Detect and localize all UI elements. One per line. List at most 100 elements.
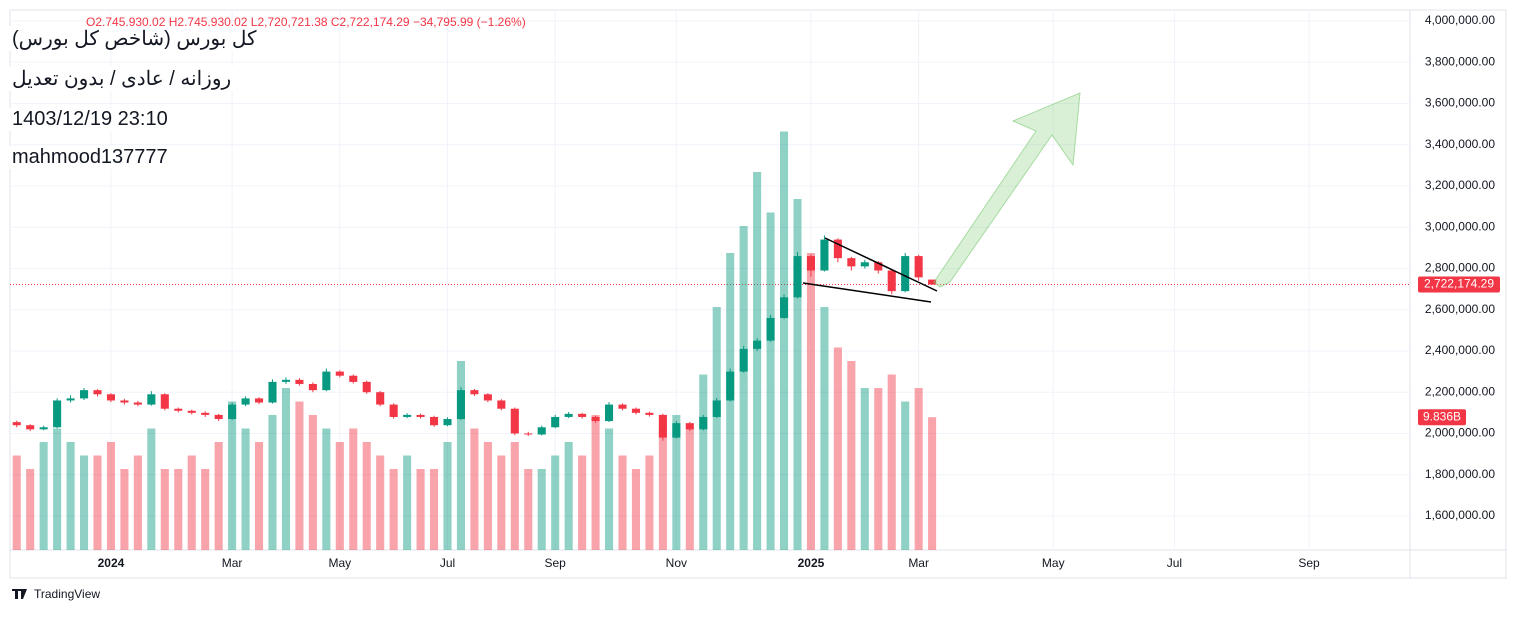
candle-body bbox=[39, 427, 48, 430]
candle-body bbox=[887, 270, 896, 292]
wedge-upper bbox=[824, 237, 938, 292]
volume-bar bbox=[605, 428, 614, 550]
candle-body bbox=[739, 348, 748, 372]
volume-bar bbox=[389, 469, 398, 550]
last-volume-label: 9.836B bbox=[1423, 409, 1461, 423]
candle-body bbox=[106, 394, 115, 401]
volume-bar bbox=[497, 455, 506, 550]
candle-body bbox=[645, 412, 654, 415]
x-tick-label: 2025 bbox=[798, 556, 825, 570]
volume-bar bbox=[887, 374, 896, 550]
candle-body bbox=[281, 379, 290, 382]
volume-bar bbox=[93, 455, 102, 550]
candle-body bbox=[335, 371, 344, 376]
candle-body bbox=[228, 404, 237, 420]
candle-body bbox=[80, 390, 89, 399]
candle-body bbox=[322, 371, 331, 391]
candle-body bbox=[470, 390, 479, 395]
x-tick-label: Nov bbox=[666, 556, 687, 570]
x-tick-label: May bbox=[328, 556, 351, 570]
candle-body bbox=[389, 404, 398, 417]
candle-body bbox=[241, 398, 250, 405]
volume-bar bbox=[874, 388, 883, 550]
volume-bar bbox=[672, 415, 681, 550]
volume-bar bbox=[483, 442, 492, 550]
y-tick-label: 3,200,000.00 bbox=[1425, 178, 1495, 192]
volume-bar bbox=[26, 469, 35, 550]
y-tick-label: 3,000,000.00 bbox=[1425, 219, 1495, 233]
candle-body bbox=[712, 400, 721, 417]
candle-body bbox=[605, 404, 614, 422]
x-tick-label: Mar bbox=[908, 556, 929, 570]
candle-body bbox=[133, 402, 142, 405]
volume-bar bbox=[564, 442, 573, 550]
volume-bar bbox=[928, 417, 937, 550]
volume-bar bbox=[456, 361, 465, 550]
candle-body bbox=[93, 390, 102, 395]
candle-body bbox=[874, 262, 883, 271]
candle-body bbox=[901, 256, 910, 292]
title: کل بورس (شاخص کل بورس) bbox=[8, 26, 261, 51]
volume-bar bbox=[80, 455, 89, 550]
candle-body bbox=[120, 400, 129, 403]
volume-bar bbox=[120, 469, 129, 550]
candle-body bbox=[699, 416, 708, 430]
candles bbox=[12, 235, 937, 441]
volume-bar bbox=[53, 428, 62, 550]
volume-bar bbox=[349, 428, 358, 550]
volume-bar bbox=[753, 172, 762, 550]
x-tick-label: 2024 bbox=[98, 556, 125, 570]
candle-body bbox=[147, 394, 156, 405]
y-tick-label: 2,800,000.00 bbox=[1425, 261, 1495, 275]
candle-body bbox=[618, 404, 627, 409]
volume-bar bbox=[833, 347, 842, 550]
grid bbox=[10, 10, 1410, 550]
volume-bar bbox=[160, 469, 169, 550]
candle-body bbox=[524, 433, 533, 435]
x-tick-label: May bbox=[1042, 556, 1065, 570]
volume-bar bbox=[780, 131, 789, 550]
candle-body bbox=[551, 416, 560, 428]
volume-bar bbox=[241, 428, 250, 550]
candle-body bbox=[66, 398, 75, 401]
volume-bar bbox=[578, 455, 587, 550]
candle-body bbox=[174, 408, 183, 411]
candle-body bbox=[793, 256, 802, 298]
y-tick-label: 2,200,000.00 bbox=[1425, 384, 1495, 398]
candle-body bbox=[578, 413, 587, 417]
volume-bar bbox=[591, 415, 600, 550]
volume-bar bbox=[322, 428, 331, 550]
volume-bar bbox=[255, 442, 264, 550]
candle-body bbox=[806, 256, 815, 271]
y-tick-label: 2,000,000.00 bbox=[1425, 426, 1495, 440]
volume-bar bbox=[362, 442, 371, 550]
volume-bar bbox=[403, 455, 412, 550]
volume-bar bbox=[847, 361, 856, 550]
ohlc-legend: O2,745,930.02 H2,745,930.02 L2,720,721.3… bbox=[86, 15, 526, 29]
volume-bar bbox=[174, 469, 183, 550]
drawings bbox=[802, 92, 1081, 303]
frame bbox=[9, 9, 1507, 579]
candle-body bbox=[847, 258, 856, 267]
candle-body bbox=[726, 371, 735, 401]
candle-body bbox=[537, 427, 546, 435]
last-volume-box bbox=[1418, 409, 1466, 426]
last-price-label: 2,722,174.29 bbox=[1424, 277, 1494, 291]
candle-body bbox=[201, 412, 210, 415]
candle-body bbox=[26, 425, 35, 430]
candle-body bbox=[268, 381, 277, 403]
candle-body bbox=[766, 317, 775, 341]
candle-body bbox=[672, 423, 681, 438]
x-tick-label: Sep bbox=[545, 556, 567, 570]
target-arrow bbox=[933, 92, 1081, 288]
candle-body bbox=[349, 375, 358, 382]
candle-body bbox=[53, 400, 62, 428]
volume-bar bbox=[860, 388, 869, 550]
volume-bar bbox=[12, 455, 21, 550]
volume-bar bbox=[793, 199, 802, 550]
volume-bar bbox=[281, 388, 290, 550]
candle-body bbox=[928, 279, 937, 285]
candle-body bbox=[376, 392, 385, 405]
volume-bar bbox=[39, 442, 48, 550]
